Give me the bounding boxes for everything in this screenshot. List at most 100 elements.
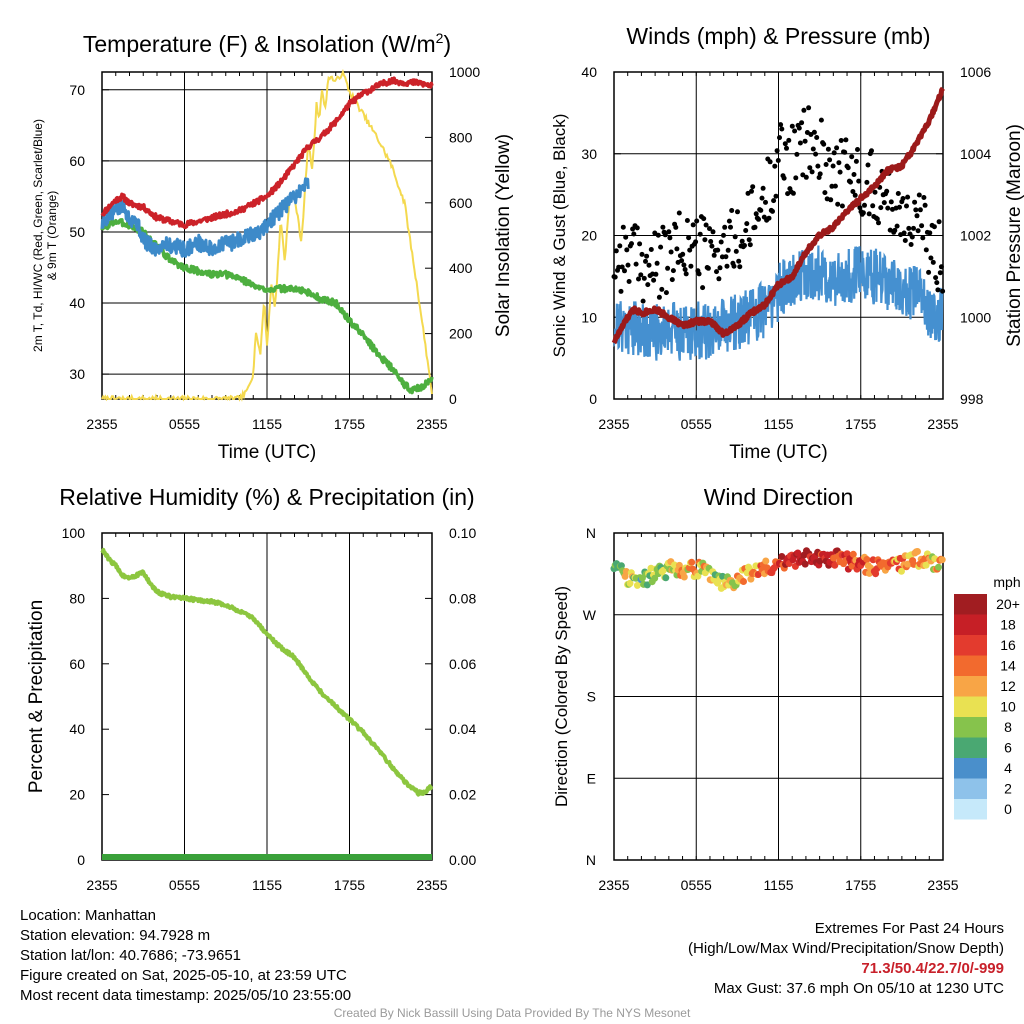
gust-point <box>855 147 860 152</box>
rh-panel-ytick-label: 100 <box>62 525 86 541</box>
gust-point <box>717 265 723 271</box>
insolation-line <box>101 68 433 402</box>
gust-point <box>851 172 857 177</box>
gust-point <box>849 154 855 160</box>
direction-point <box>801 560 809 568</box>
gust-point <box>938 264 944 270</box>
gust-point <box>624 247 630 253</box>
gust-point <box>876 220 881 226</box>
gust-point <box>625 262 631 268</box>
direction-point <box>740 578 747 585</box>
gust-point <box>710 229 716 235</box>
wind-panel-ytick-label: 0 <box>589 391 597 407</box>
temp-panel-xtick-label: 1755 <box>334 416 365 432</box>
gust-point <box>721 232 726 238</box>
gust-point <box>837 169 843 175</box>
gust-point <box>665 265 671 271</box>
station-info: Location: Manhattan Station elevation: 9… <box>20 906 351 1006</box>
gust-point <box>722 224 728 230</box>
wind-panel-xtick-label: 2355 <box>598 416 629 432</box>
direction-point <box>651 574 659 582</box>
colorbar-swatch <box>954 676 987 697</box>
gust-point <box>716 276 722 282</box>
gust-point <box>728 224 733 230</box>
gust-point <box>813 151 819 157</box>
direction-point <box>898 567 905 575</box>
gust-point <box>669 277 675 283</box>
colorbar-label: 2 <box>1004 781 1012 797</box>
rh-panel-ytick-label: 20 <box>69 787 85 803</box>
gust-point <box>686 235 692 241</box>
wind-panel-xlabel: Time (UTC) <box>729 442 828 463</box>
temp-panel-y2tick-label: 200 <box>449 326 473 342</box>
colorbar-swatch <box>954 614 987 635</box>
gust-point <box>828 197 834 203</box>
gust-point <box>643 258 648 264</box>
direction-point <box>935 563 942 571</box>
colorbar-label: 12 <box>1000 678 1016 694</box>
rh-ylabel: Percent & Precipitation <box>26 600 47 793</box>
rh-panel-ytick-label: 40 <box>69 721 85 737</box>
gust-point <box>917 207 923 213</box>
gust-point <box>775 158 781 163</box>
wind-panel-xtick-label: 1755 <box>845 416 876 432</box>
gust-point <box>832 183 838 189</box>
gust-point <box>673 224 679 230</box>
temp-panel-y2tick-label: 600 <box>449 195 473 211</box>
rh-chart-title: Relative Humidity (%) & Precipitation (i… <box>59 484 474 510</box>
gust-point <box>927 230 933 236</box>
gust-point <box>800 172 806 178</box>
dir-panel-ytick-label: N <box>586 525 596 541</box>
gust-point <box>838 138 844 143</box>
direction-point <box>626 579 634 587</box>
gust-point <box>777 135 782 141</box>
gust-point <box>656 294 662 300</box>
temp-chart-title: Temperature (F) & Insolation (W/m2) <box>83 30 451 57</box>
gust-point <box>688 263 694 269</box>
rh-panel-ytick-label: 80 <box>69 590 85 606</box>
gust-point <box>674 246 680 252</box>
gust-point <box>909 234 915 240</box>
max-gust-text: Max Gust: 37.6 mph On 05/10 at 1230 UTC <box>713 980 1004 997</box>
wind-series <box>611 86 946 361</box>
pressure-line <box>611 86 945 345</box>
temp-panel-axes <box>101 71 433 400</box>
gust-point <box>636 276 641 282</box>
wind-panel-y2tick-label: 1006 <box>960 64 991 80</box>
gust-point <box>915 228 921 234</box>
gust-point <box>638 272 644 278</box>
temp-ylabel-right: Solar Insolation (Yellow) <box>493 134 514 337</box>
gust-point <box>711 252 717 258</box>
gust-point <box>852 192 858 198</box>
gust-point <box>857 205 863 211</box>
gust-point <box>667 235 673 241</box>
colorbar-label: 6 <box>1004 740 1012 756</box>
temp-panel-ytick-label: 30 <box>69 366 85 382</box>
direction-point <box>938 556 946 564</box>
gust-point <box>763 199 768 205</box>
gust-point <box>784 145 789 151</box>
temp-panel-xtick-label: 1155 <box>252 416 282 432</box>
temp-panel-xtick-label: 2355 <box>416 416 447 432</box>
gust-point <box>914 213 920 219</box>
direction-point <box>794 549 802 557</box>
gust-point <box>797 140 803 146</box>
direction-point <box>680 573 688 581</box>
gust-point <box>848 179 853 185</box>
gust-point <box>922 202 928 208</box>
gust-point <box>639 251 645 257</box>
dir-panel-xtick-label: 0555 <box>681 877 712 893</box>
speed-colorbar: mph 20+ 18 16 14 12 10 8 6 4 2 0 <box>954 574 1021 820</box>
gust-point <box>809 169 815 175</box>
gust-point <box>646 262 652 268</box>
gust-point <box>708 239 714 244</box>
station-location: Location: Manhattan <box>20 907 156 924</box>
direction-point <box>863 556 871 563</box>
gust-point <box>920 235 926 241</box>
colorbar-label: 10 <box>1000 699 1016 715</box>
gust-point <box>703 222 709 228</box>
gust-point <box>815 163 821 169</box>
gust-point <box>931 224 937 230</box>
gust-point <box>781 175 787 181</box>
